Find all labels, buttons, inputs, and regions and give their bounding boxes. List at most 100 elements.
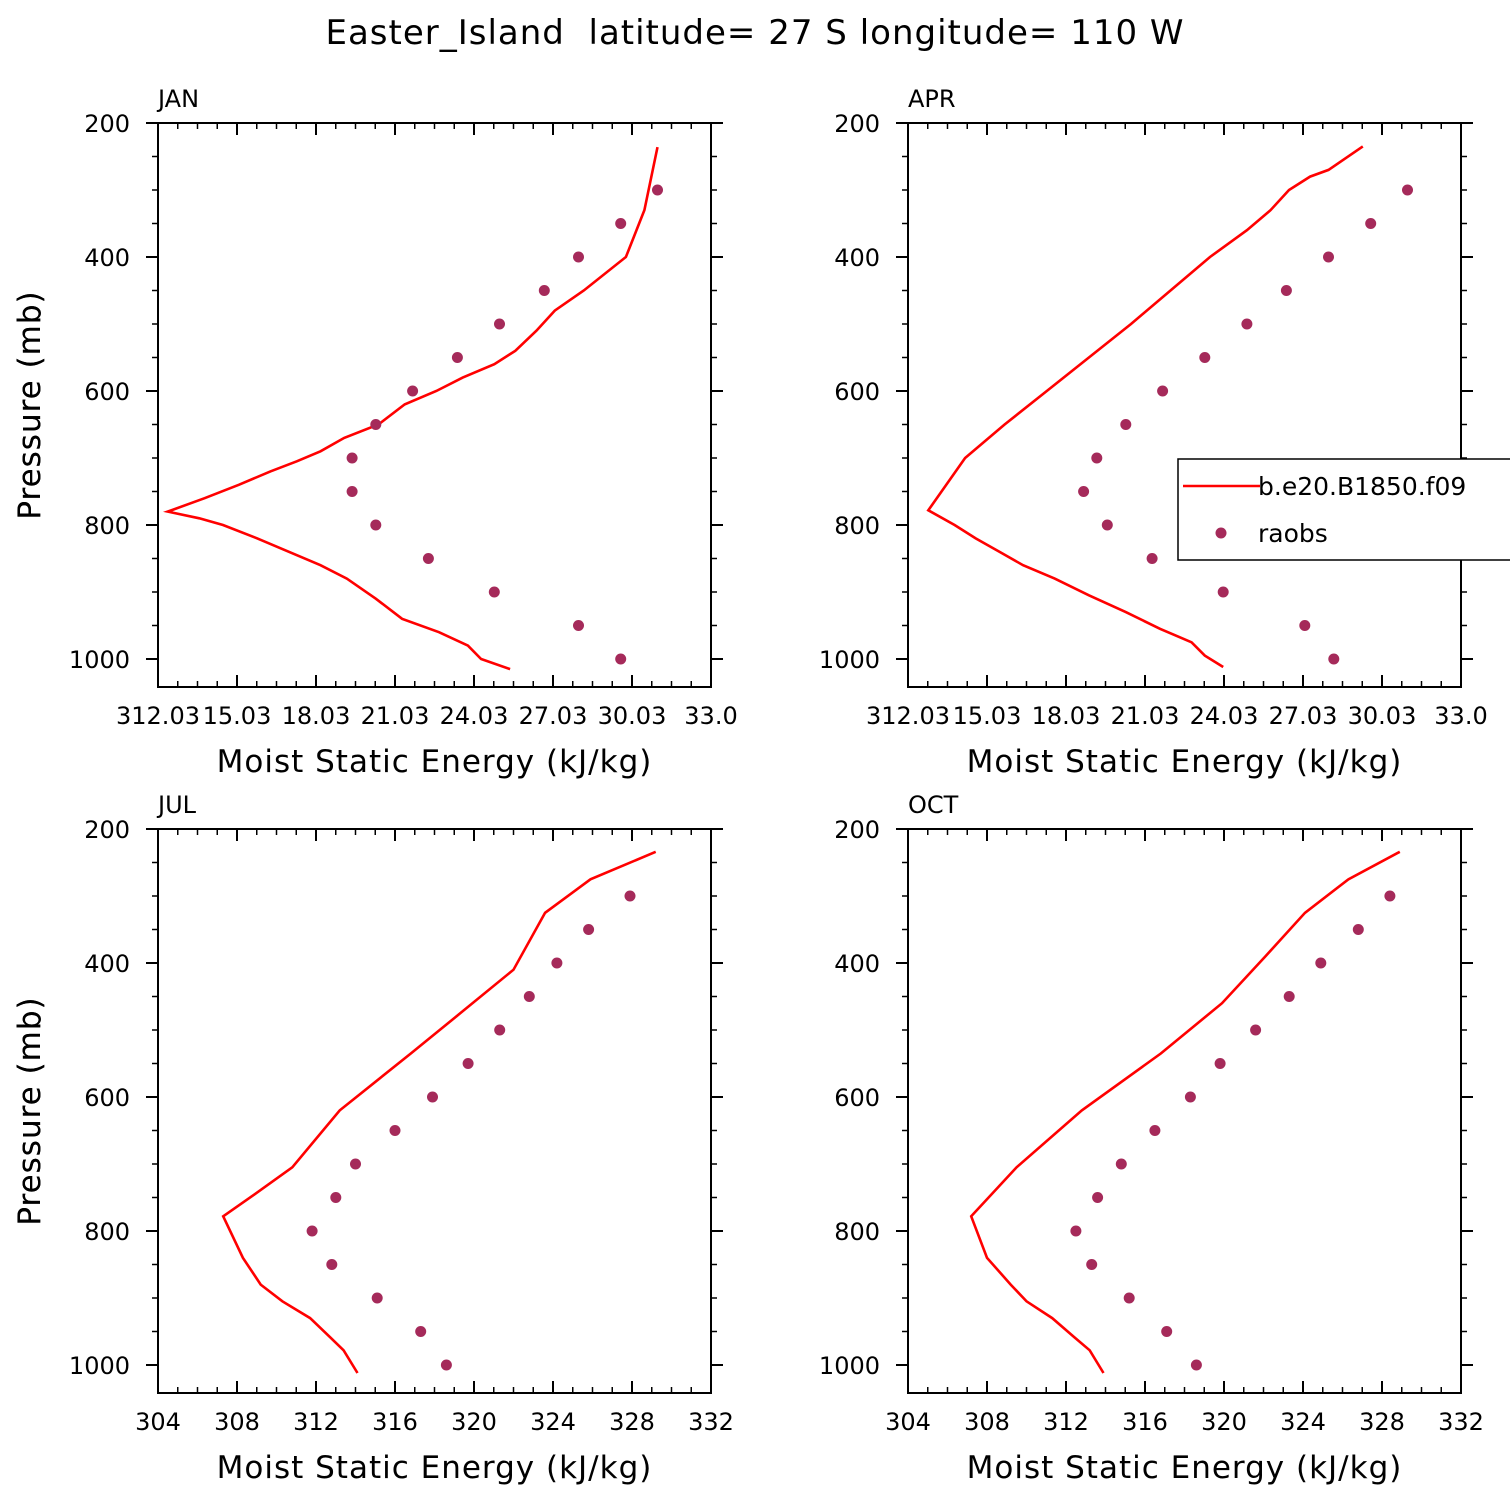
raobs-point	[1123, 1292, 1135, 1304]
raobs-point	[573, 620, 584, 631]
x-tick-label: 15.03	[953, 702, 1022, 730]
raobs-point	[1078, 486, 1090, 497]
x-tick-label: 324	[1280, 1408, 1326, 1436]
raobs-point	[1328, 653, 1340, 665]
raobs-point	[451, 352, 463, 363]
raobs-point	[330, 1192, 342, 1203]
panel-label: JAN	[156, 85, 199, 113]
y-tick-label: 600	[834, 378, 880, 406]
y-tick-label: 200	[834, 110, 880, 138]
x-axis-title: Moist Static Energy (kJ/kg)	[967, 1450, 1403, 1486]
y-tick-label: 400	[84, 244, 130, 272]
legend: b.e20.B1850.f09 raobs	[1177, 458, 1510, 561]
raobs-point	[370, 419, 382, 430]
raobs-point	[415, 1326, 427, 1337]
raobs-point	[1283, 991, 1295, 1002]
x-tick-label: 308	[214, 1408, 260, 1436]
x-tick-label: 30.03	[598, 702, 667, 730]
y-tick-label: 800	[834, 512, 880, 540]
x-tick-label: 332	[1438, 1408, 1484, 1436]
x-tick-label: 312	[293, 1408, 339, 1436]
x-tick-label: 320	[451, 1408, 497, 1436]
raobs-point	[370, 519, 382, 531]
panel-label: JUL	[156, 791, 197, 819]
raobs-point	[1120, 419, 1132, 430]
panel-oct: OCT 304 308 312 316 320 324 328 332 200 400 600 800 1…	[12, 791, 1484, 1486]
panel-label: OCT	[908, 791, 959, 819]
y-tick-label: 600	[834, 1084, 880, 1112]
raobs-point	[1092, 1192, 1104, 1203]
raobs-point	[1323, 251, 1334, 263]
raobs-point	[615, 218, 627, 229]
raobs-point	[624, 890, 636, 902]
raobs-point	[350, 1158, 361, 1170]
raobs-point	[422, 553, 434, 564]
raobs-point	[326, 1259, 338, 1270]
y-axis-title: Pressure (mb)	[12, 996, 48, 1225]
x-tick-label: 316	[1122, 1408, 1168, 1436]
x-tick-label: 312	[1043, 1408, 1089, 1436]
raobs-point	[1241, 318, 1253, 330]
x-tick-label: 308	[964, 1408, 1010, 1436]
x-tick-label: 18.03	[1032, 702, 1101, 730]
x-tick-label: 320	[1201, 1408, 1247, 1436]
y-axis-title: Pressure (mb)	[12, 290, 48, 519]
y-tick-label: 200	[84, 816, 130, 844]
raobs-point	[573, 251, 584, 263]
plot-frame	[157, 122, 712, 688]
raobs-point	[652, 184, 663, 196]
x-tick-label: 312.03	[116, 702, 200, 730]
x-tick-label: 316	[372, 1408, 418, 1436]
raobs-point	[1365, 218, 1377, 229]
model-line	[969, 850, 1401, 1374]
x-tick-label: 312.03	[866, 702, 950, 730]
y-tick-label: 400	[84, 950, 130, 978]
plot-frame	[907, 828, 1462, 1394]
raobs-point	[1146, 553, 1158, 564]
y-axis-title: Pressure (mb)	[12, 996, 48, 1225]
x-axis-title: Moist Static Energy (kJ/kg)	[217, 1450, 653, 1486]
raobs-point	[1280, 285, 1292, 296]
raobs-point	[1402, 184, 1413, 196]
plot-frame	[157, 828, 712, 1394]
raobs-point	[1214, 1058, 1226, 1069]
y-tick-label: 1000	[819, 1352, 880, 1380]
raobs-point	[615, 653, 627, 665]
raobs-point	[494, 318, 505, 330]
raobs-point	[1184, 1091, 1196, 1103]
legend-obs-marker	[1215, 527, 1227, 539]
legend-model-label: b.e20.B1850.f09	[1258, 472, 1466, 501]
plot-frame	[907, 122, 1462, 688]
x-tick-label: 304	[885, 1408, 931, 1436]
raobs-point	[1070, 1225, 1082, 1237]
raobs-point	[440, 1359, 452, 1371]
raobs-point	[538, 285, 550, 296]
raobs-point	[389, 1125, 401, 1136]
x-axis-title: Moist Static Energy (kJ/kg)	[217, 744, 653, 780]
raobs-point	[1149, 1125, 1161, 1136]
raobs-point	[1091, 452, 1103, 464]
y-tick-label: 800	[84, 512, 130, 540]
raobs-point	[1190, 1359, 1202, 1371]
y-tick-label: 400	[834, 244, 880, 272]
raobs-point	[346, 486, 358, 497]
x-tick-label: 24.03	[440, 702, 509, 730]
x-tick-label: 332	[688, 1408, 734, 1436]
y-tick-label: 800	[834, 1218, 880, 1246]
raobs-point	[1352, 924, 1364, 935]
x-tick-label: 15.03	[203, 702, 272, 730]
x-tick-label: 21.03	[361, 702, 430, 730]
raobs-point	[1250, 1024, 1262, 1036]
raobs-point	[1101, 519, 1113, 531]
x-tick-label: 18.03	[282, 702, 351, 730]
raobs-point	[462, 1058, 474, 1069]
model-line	[221, 850, 657, 1374]
raobs-point	[494, 1024, 506, 1036]
raobs-point	[346, 452, 358, 464]
y-tick-label: 200	[84, 110, 130, 138]
y-tick-label: 1000	[69, 646, 130, 674]
legend-obs-label: raobs	[1258, 519, 1328, 548]
raobs-point	[523, 991, 535, 1002]
